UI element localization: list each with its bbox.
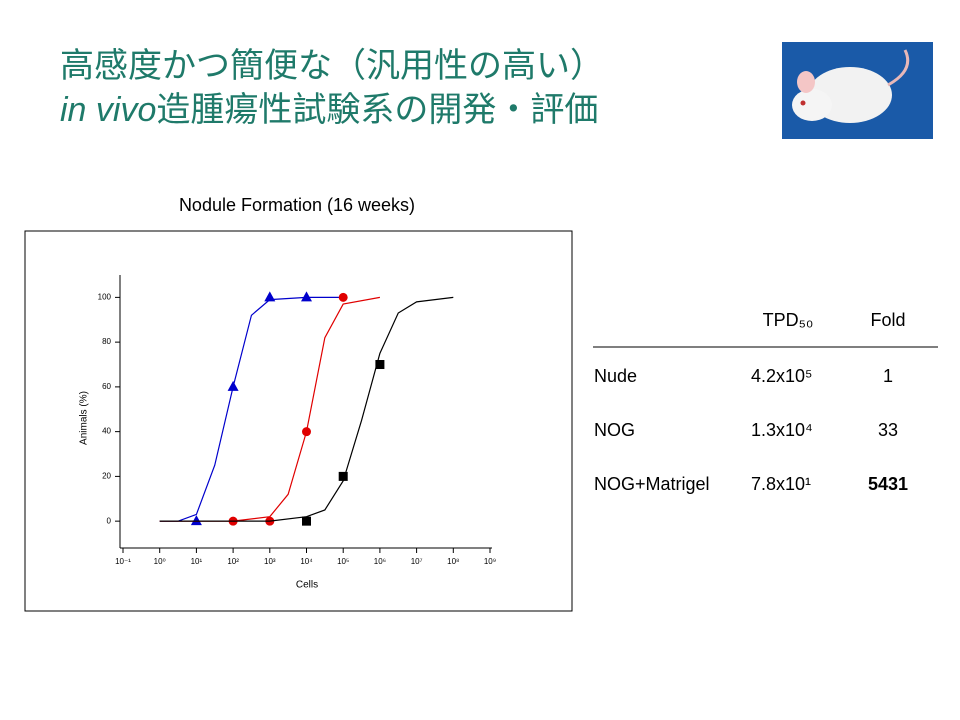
marker bbox=[302, 516, 311, 526]
x-tick-label: 10⁰ bbox=[154, 557, 166, 566]
marker bbox=[338, 471, 348, 481]
marker bbox=[375, 360, 385, 370]
x-tick-label: 10⁹ bbox=[484, 557, 496, 566]
x-tick-label: 10³ bbox=[264, 557, 276, 566]
y-tick-label: 0 bbox=[107, 516, 112, 525]
tpd-value: 7.8x10¹ bbox=[751, 474, 811, 494]
x-axis-label: Cells bbox=[296, 580, 318, 591]
chart-frame bbox=[24, 230, 573, 612]
table-header: Fold bbox=[870, 310, 905, 330]
x-tick-label: 10² bbox=[227, 557, 239, 566]
fold-value: 33 bbox=[878, 420, 898, 440]
title-rest: 造腫瘍性試験系の開発・評価 bbox=[156, 91, 598, 129]
title-line1: 高感度かつ簡便な（汎用性の高い） bbox=[60, 47, 604, 85]
x-tick-label: 10⁵ bbox=[337, 557, 349, 566]
tpd-value: 4.2x10⁵ bbox=[751, 366, 813, 386]
y-tick-label: 80 bbox=[102, 337, 111, 346]
x-tick-label: 10⁸ bbox=[447, 557, 459, 566]
y-tick-label: 100 bbox=[98, 292, 112, 301]
y-tick-label: 60 bbox=[102, 382, 111, 391]
row-label: Nude bbox=[594, 366, 637, 386]
row-label: NOG bbox=[594, 420, 635, 440]
marker bbox=[338, 292, 348, 302]
x-tick-label: 10⁻¹ bbox=[115, 557, 131, 566]
x-tick-label: 10⁷ bbox=[411, 557, 423, 566]
y-tick-label: 40 bbox=[102, 427, 111, 436]
marker bbox=[302, 427, 311, 437]
tpd-value: 1.3x10⁴ bbox=[751, 420, 813, 440]
table: TPD₅₀ Fold Nude 4.2x10⁵ 1 NOG 1.3x10⁴ 33 NOG+Mat… bbox=[594, 310, 908, 494]
table-header: TPD₅₀ bbox=[763, 310, 814, 330]
chart-title: Nodule Formation (16 weeks) bbox=[179, 195, 415, 215]
marker bbox=[227, 380, 239, 391]
row-label: NOG+Matrigel bbox=[594, 474, 710, 494]
title-italic: in vivo bbox=[60, 91, 156, 129]
fold-value: 1 bbox=[883, 366, 893, 386]
marker bbox=[190, 515, 202, 526]
x-tick-label: 10⁴ bbox=[300, 557, 313, 566]
x-tick-label: 10⁶ bbox=[374, 557, 386, 566]
y-axis-label: Animals (%) bbox=[79, 391, 90, 445]
title-line2: in vivo造腫瘍性試験系の開発・評価 bbox=[60, 91, 598, 129]
y-tick-label: 20 bbox=[102, 472, 111, 481]
fold-value: 5431 bbox=[868, 474, 908, 494]
marker bbox=[301, 291, 312, 302]
mouse-photo bbox=[782, 42, 933, 139]
fit-curve bbox=[159, 296, 454, 522]
x-tick-label: 10¹ bbox=[191, 557, 203, 566]
marker bbox=[264, 291, 276, 302]
